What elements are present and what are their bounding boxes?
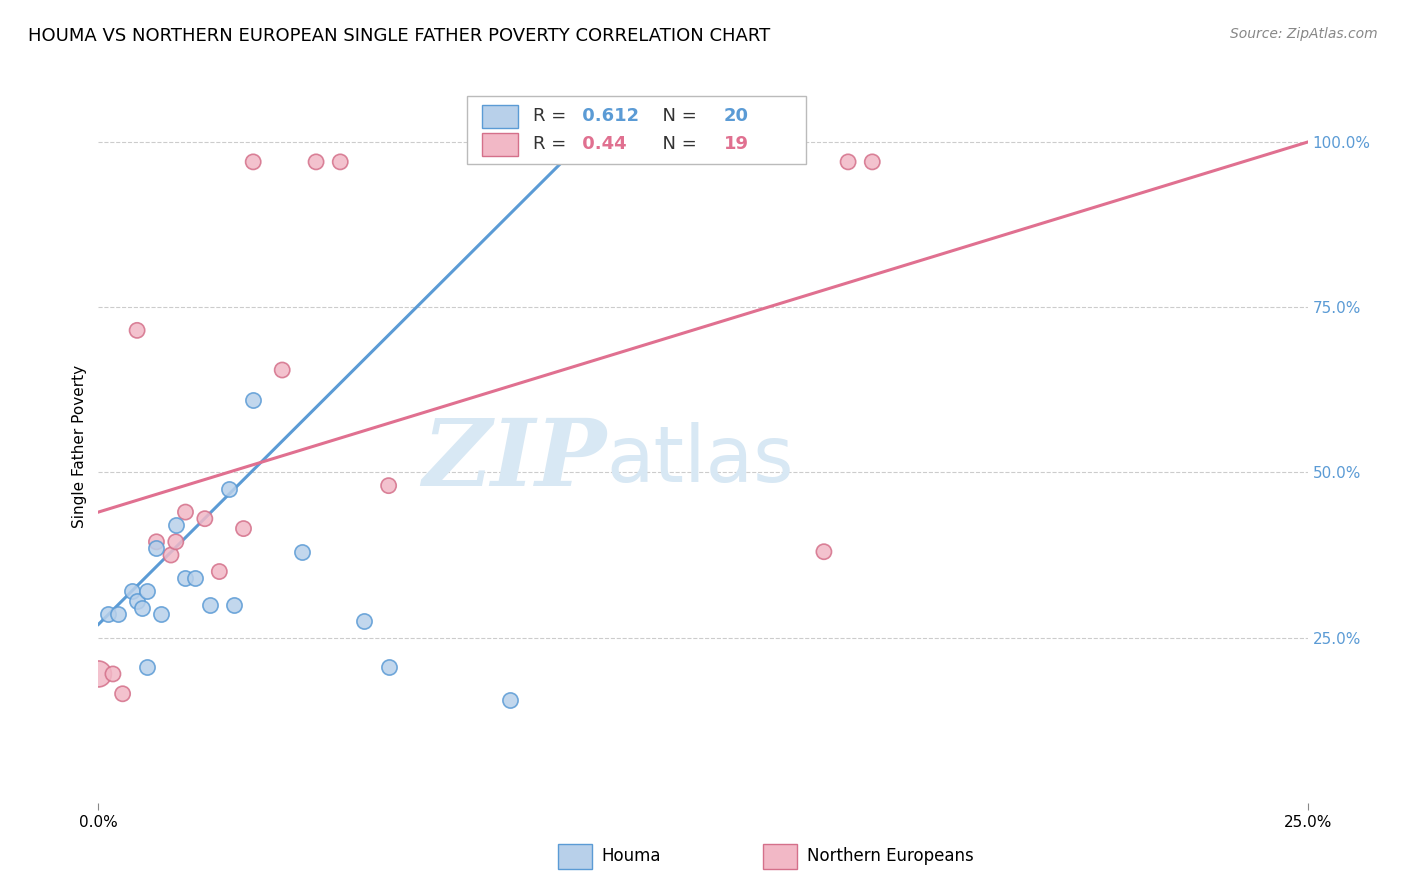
Point	[150, 607, 173, 622]
Point	[145, 534, 167, 549]
Text: 0.44: 0.44	[576, 136, 627, 153]
Text: Source: ZipAtlas.com: Source: ZipAtlas.com	[1230, 27, 1378, 41]
Point	[135, 584, 157, 599]
Text: 19: 19	[724, 136, 748, 153]
Point	[353, 614, 375, 628]
Point	[111, 687, 134, 701]
Bar	[482, 105, 517, 128]
Bar	[558, 844, 592, 869]
Point	[127, 594, 149, 608]
Point	[97, 607, 120, 622]
Point	[290, 545, 312, 559]
Point	[218, 482, 240, 496]
Text: 0.612: 0.612	[576, 107, 640, 125]
Point	[377, 478, 399, 492]
Bar	[482, 133, 517, 155]
Point	[860, 154, 883, 169]
Point	[121, 584, 143, 599]
Point	[198, 598, 221, 612]
Point	[232, 522, 254, 536]
Point	[107, 607, 129, 622]
Point	[184, 571, 207, 585]
Point	[377, 660, 399, 674]
Point	[813, 545, 835, 559]
Point	[194, 511, 217, 525]
Point	[305, 154, 328, 169]
Point	[131, 600, 153, 615]
Bar	[763, 844, 797, 869]
Point	[498, 693, 520, 707]
Point	[135, 660, 157, 674]
Point	[160, 548, 183, 562]
Text: Houma: Houma	[602, 847, 661, 865]
Point	[165, 518, 187, 533]
Point	[837, 154, 859, 169]
Text: atlas: atlas	[606, 422, 794, 499]
Point	[145, 541, 167, 556]
Text: Northern Europeans: Northern Europeans	[807, 847, 974, 865]
Text: 20: 20	[724, 107, 748, 125]
Text: R =: R =	[533, 136, 571, 153]
Text: N =: N =	[651, 136, 703, 153]
Point	[222, 598, 245, 612]
Point	[101, 667, 124, 681]
Point	[208, 565, 231, 579]
Text: HOUMA VS NORTHERN EUROPEAN SINGLE FATHER POVERTY CORRELATION CHART: HOUMA VS NORTHERN EUROPEAN SINGLE FATHER…	[28, 27, 770, 45]
Point	[87, 667, 110, 681]
Point	[174, 571, 197, 585]
Text: R =: R =	[533, 107, 571, 125]
Point	[242, 154, 264, 169]
Text: ZIP: ZIP	[422, 416, 606, 505]
Point	[174, 505, 197, 519]
Point	[127, 323, 149, 337]
Bar	[467, 96, 806, 164]
Point	[329, 154, 352, 169]
Text: N =: N =	[651, 107, 703, 125]
Y-axis label: Single Father Poverty: Single Father Poverty	[72, 365, 87, 527]
Point	[165, 534, 187, 549]
Point	[242, 392, 264, 407]
Point	[271, 363, 294, 377]
